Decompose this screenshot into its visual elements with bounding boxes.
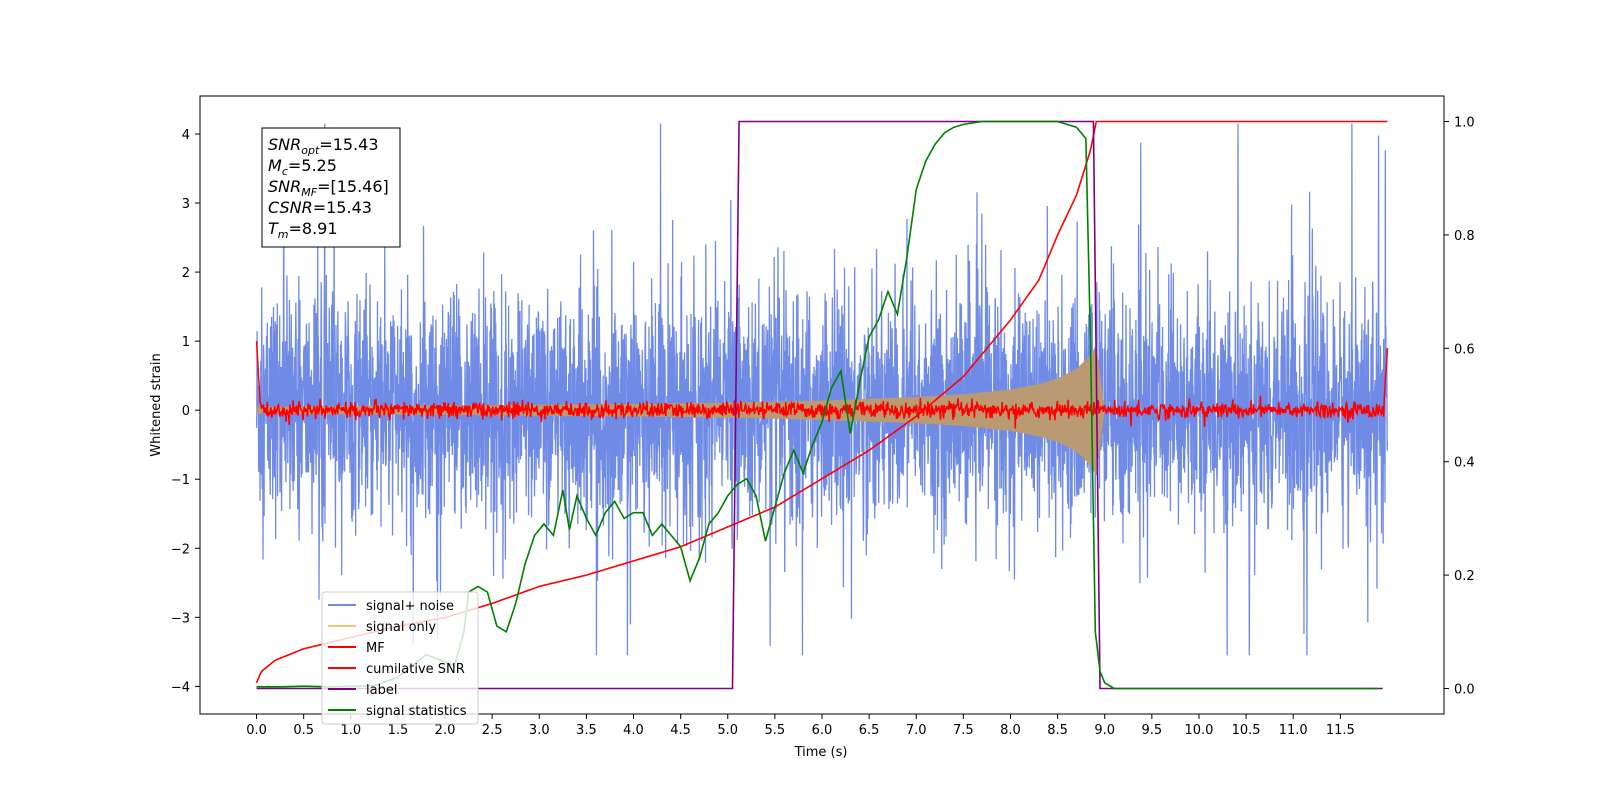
x-tick-label: 5.5: [765, 723, 786, 738]
legend-label: signal statistics: [366, 704, 467, 719]
x-tick-label: 7.0: [906, 723, 927, 738]
legend-label: signal+ noise: [366, 599, 454, 614]
annotation-value: =[15.46]: [317, 177, 389, 196]
annotation-line: Tm=8.91: [268, 219, 338, 241]
annotation-symbol: SNR: [268, 177, 301, 196]
y-tick-label: −2: [171, 542, 190, 557]
x-tick-label: 0.5: [293, 723, 314, 738]
annotation-value: =15.43: [319, 135, 378, 154]
annotation-value: =5.25: [288, 156, 337, 175]
x-tick-label: 11.0: [1279, 723, 1308, 738]
y-tick-label: −3: [171, 611, 190, 626]
y-tick-label: −4: [171, 680, 190, 695]
series-signal-statistics-line: [256, 120, 1379, 690]
x-tick-label: 3.0: [529, 723, 550, 738]
x-axis: 0.0 0.5 1.0 1.5 2.0 2.5 3.0 3.5 4.0 4.5 5.0 5.5 6.0 6…: [246, 714, 1355, 738]
x-tick-label: 7.5: [953, 723, 974, 738]
legend: signal+ noise signal only MF cumilative SNR…: [321, 591, 479, 725]
x-tick-label: 1.5: [388, 723, 409, 738]
y-tick-label: 3: [182, 197, 190, 212]
annotation-symbol: M: [268, 156, 282, 175]
x-tick-label: 8.5: [1047, 723, 1068, 738]
series-mf-line: [255, 341, 1389, 429]
legend-label: label: [366, 683, 397, 698]
x-tick-label: 6.0: [812, 723, 833, 738]
annotation-subscript: c: [282, 165, 288, 178]
y-tick-label: 4: [182, 128, 190, 143]
y-axis-left: 4 3 2 1 0 −1 −2 −3 −4: [171, 128, 200, 695]
x-tick-label: 2.5: [482, 723, 503, 738]
legend-label: MF: [366, 641, 385, 656]
legend-label: signal only: [366, 620, 436, 635]
y2-tick-label: 0.8: [1454, 229, 1475, 244]
annotation-line: CSNR=15.43: [268, 198, 372, 217]
annotation-box: SNRopt=15.43Mc=5.25SNRMF=[15.46]CSNR=15.…: [261, 127, 401, 248]
y-axis-right: 1.0 0.8 0.6 0.4 0.2 0.0: [1444, 116, 1475, 697]
x-tick-label: 0.0: [246, 723, 267, 738]
annotation-value: =15.43: [313, 198, 372, 217]
annotation-value: =8.91: [289, 219, 338, 238]
annotation-subscript: m: [278, 228, 289, 241]
annotation-line: SNRopt=15.43: [268, 135, 379, 157]
annotation-symbol: T: [268, 219, 279, 238]
annotation-line: SNRMF=[15.46]: [268, 177, 389, 199]
x-tick-label: 11.5: [1326, 723, 1355, 738]
annotation-line: Mc=5.25: [268, 156, 337, 178]
annotation-subscript: MF: [301, 186, 317, 199]
y-tick-label: −1: [171, 473, 190, 488]
annotation-symbol: SNR: [268, 135, 301, 154]
x-tick-label: 9.5: [1142, 723, 1163, 738]
legend-label: cumilative SNR: [366, 662, 465, 677]
x-tick-label: 10.5: [1232, 723, 1261, 738]
x-tick-label: 3.5: [576, 723, 597, 738]
x-tick-label: 8.0: [1000, 723, 1021, 738]
x-tick-label: 1.0: [340, 723, 361, 738]
y-axis-label: Whitened strain: [149, 353, 164, 456]
y2-tick-label: 0.0: [1454, 682, 1475, 697]
x-tick-label: 10.0: [1184, 723, 1213, 738]
annotation-frame: [261, 127, 401, 248]
x-tick-label: 4.0: [623, 723, 644, 738]
legend-frame: [321, 591, 479, 725]
x-tick-label: 4.5: [670, 723, 691, 738]
x-axis-label: Time (s): [794, 745, 848, 760]
y2-tick-label: 0.6: [1454, 342, 1475, 357]
annotation-subscript: opt: [301, 144, 320, 157]
x-tick-label: 6.5: [859, 723, 880, 738]
y-tick-label: 1: [182, 335, 190, 350]
annotation-symbol: CSNR: [268, 198, 313, 217]
x-tick-label: 9.0: [1094, 723, 1115, 738]
y-tick-label: 2: [182, 266, 190, 281]
y2-tick-label: 0.2: [1454, 569, 1475, 584]
x-tick-label: 5.0: [717, 723, 738, 738]
y2-tick-label: 0.4: [1454, 456, 1475, 471]
y-tick-label: 0: [182, 404, 190, 419]
x-tick-label: 2.0: [435, 723, 456, 738]
y2-tick-label: 1.0: [1454, 116, 1475, 131]
